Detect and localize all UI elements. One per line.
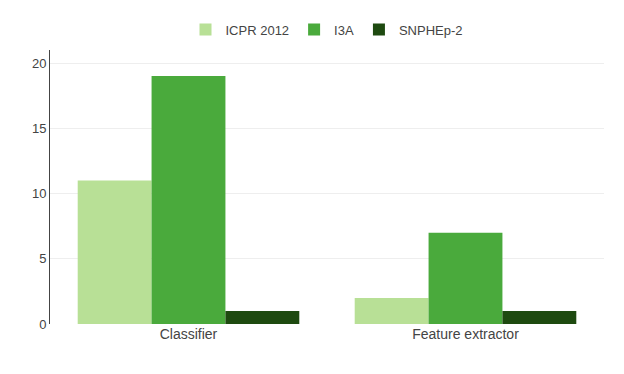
- svg-text:5: 5: [39, 251, 46, 266]
- svg-text:Feature extractor: Feature extractor: [412, 326, 519, 342]
- svg-text:0: 0: [39, 317, 46, 332]
- svg-text:Classifier: Classifier: [160, 326, 218, 342]
- svg-text:I3A: I3A: [334, 23, 354, 38]
- svg-text:10: 10: [32, 186, 46, 201]
- svg-text:SNPHEp-2: SNPHEp-2: [399, 23, 463, 38]
- svg-text:20: 20: [32, 56, 46, 71]
- svg-text:ICPR 2012: ICPR 2012: [226, 23, 290, 38]
- svg-text:15: 15: [32, 121, 46, 136]
